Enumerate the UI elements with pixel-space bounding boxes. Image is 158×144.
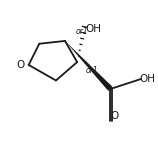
Text: OH: OH: [86, 24, 102, 34]
Polygon shape: [65, 41, 113, 91]
Text: or1: or1: [75, 26, 88, 36]
Text: or1: or1: [86, 66, 99, 75]
Text: O: O: [110, 111, 118, 121]
Text: O: O: [16, 60, 24, 70]
Text: OH: OH: [140, 74, 156, 84]
